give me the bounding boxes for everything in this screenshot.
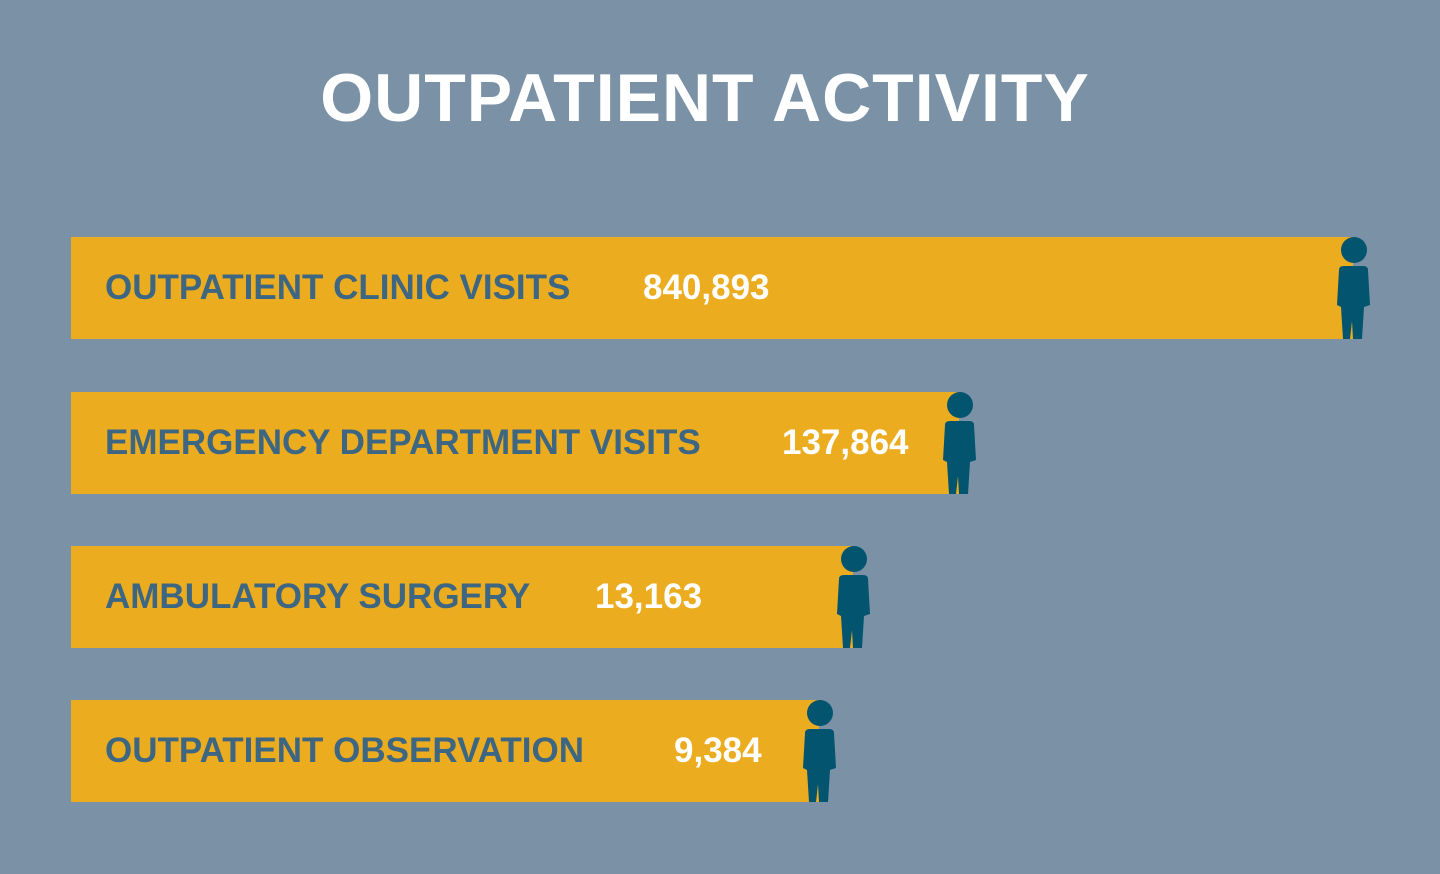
value-label: 9,384: [674, 731, 762, 770]
bar-outpatient-observation: [71, 700, 819, 802]
person-icon: [799, 700, 839, 802]
bar-outpatient-clinic-visits: [71, 237, 1353, 339]
category-label: OUTPATIENT OBSERVATION: [105, 731, 584, 770]
chart-title: OUTPATIENT ACTIVITY: [320, 60, 1090, 136]
value-label: 840,893: [643, 268, 770, 307]
bar-emergency-department-visits: [71, 392, 959, 494]
category-label: AMBULATORY SURGERY: [105, 577, 531, 616]
person-icon: [833, 546, 873, 648]
value-label: 13,163: [595, 577, 703, 616]
category-label: EMERGENCY DEPARTMENT VISITS: [105, 423, 701, 462]
person-icon: [939, 392, 979, 494]
bar-ambulatory-surgery: [71, 546, 853, 648]
category-label: OUTPATIENT CLINIC VISITS: [105, 268, 571, 307]
person-icon: [1333, 237, 1373, 339]
value-label: 137,864: [782, 423, 909, 462]
